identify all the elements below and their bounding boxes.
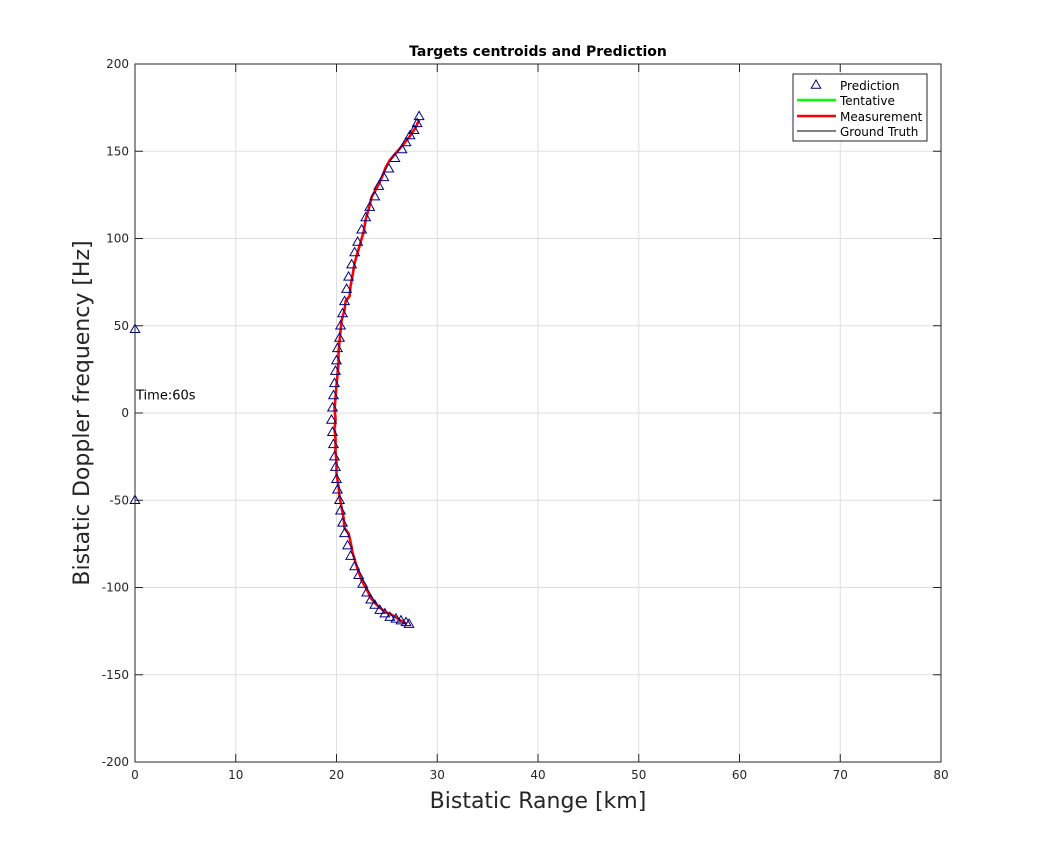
prediction-marker — [326, 426, 339, 436]
prediction-marker — [384, 611, 396, 621]
prediction-marker — [328, 377, 341, 388]
prediction-marker — [331, 342, 344, 353]
prediction-marker — [403, 618, 415, 628]
prediction-marker — [340, 283, 353, 293]
prediction-marker — [329, 461, 342, 471]
prediction-marker — [373, 180, 385, 190]
legend-label-ground-truth: Ground Truth — [840, 125, 918, 139]
time-annotation: Time:60s — [135, 389, 196, 404]
x-axis-label: Bistatic Range [km] — [430, 789, 647, 814]
legend-box — [792, 73, 928, 142]
prediction-marker — [338, 295, 351, 306]
prediction-marker — [378, 171, 390, 182]
prediction-marker — [404, 129, 416, 140]
y-tick-label: 150 — [106, 144, 129, 158]
x-tick-label: 60 — [732, 768, 747, 782]
prediction-marker — [413, 110, 425, 121]
prediction-marker — [330, 473, 343, 484]
legend-marker-prediction — [810, 78, 822, 89]
prediction-marker — [334, 319, 347, 330]
y-tick-label: -100 — [102, 581, 129, 595]
prediction-marker — [400, 616, 412, 627]
y-tick-label: -200 — [102, 755, 129, 769]
prediction-marker — [342, 270, 355, 281]
prediction-marker — [329, 365, 342, 375]
prediction-marker — [331, 483, 344, 494]
y-axis-label: Bistatic Doppler frequency [Hz] — [70, 240, 95, 585]
prediction-marker — [395, 614, 407, 625]
prediction-marker — [330, 354, 343, 365]
prediction-marker — [364, 201, 376, 211]
y-tick-label: 200 — [106, 57, 129, 71]
x-tick-label: 30 — [430, 768, 445, 782]
prediction-marker — [369, 598, 381, 609]
prediction-marker — [325, 413, 338, 424]
chart-title: Targets centroids and Prediction — [409, 44, 667, 60]
y-tick-label: -150 — [102, 668, 129, 682]
prediction-marker — [345, 258, 358, 269]
prediction-marker — [336, 307, 349, 318]
legend-label-measurement: Measurement — [840, 110, 923, 124]
prediction-marker — [408, 124, 420, 135]
prediction-marker — [349, 560, 361, 571]
x-tick-label: 80 — [933, 768, 948, 782]
x-tick-label: 50 — [631, 768, 646, 782]
prediction-marker — [400, 136, 412, 147]
y-tick-label: -50 — [109, 493, 129, 507]
y-tick-labels: -200 -150 -100 -50 0 50 100 150 200 — [102, 57, 129, 769]
prediction-marker — [333, 331, 346, 342]
prediction-marker — [344, 550, 357, 560]
x-tick-label: 10 — [228, 768, 243, 782]
prediction-marker — [341, 539, 354, 550]
prediction-marker — [327, 438, 340, 449]
prediction-markers — [129, 110, 425, 628]
prediction-marker — [333, 494, 346, 504]
y-tick-label: 100 — [106, 232, 129, 246]
x-tick-labels: 0 10 20 30 40 50 60 70 80 — [131, 768, 948, 782]
legend-label-prediction: Prediction — [840, 79, 900, 93]
prediction-marker — [336, 516, 349, 527]
ticks — [134, 63, 942, 763]
prediction-marker — [369, 190, 381, 201]
prediction-marker — [379, 607, 391, 618]
prediction-marker — [389, 152, 401, 162]
prediction-marker — [374, 604, 386, 614]
prediction-marker — [327, 389, 340, 400]
prediction-marker — [390, 612, 402, 623]
prediction-marker — [383, 162, 395, 173]
prediction-marker — [357, 578, 369, 588]
grid — [134, 63, 942, 763]
x-tick-label: 40 — [530, 768, 545, 782]
x-tick-label: 0 — [131, 768, 139, 782]
y-tick-label: 0 — [121, 406, 129, 420]
prediction-marker — [326, 401, 339, 412]
prediction-marker — [328, 450, 341, 461]
y-tick-label: 50 — [114, 319, 129, 333]
prediction-marker — [349, 246, 361, 257]
prediction-marker — [365, 593, 377, 604]
prediction-marker — [361, 586, 373, 597]
x-tick-label: 20 — [329, 768, 344, 782]
prediction-marker — [338, 527, 351, 538]
prediction-marker — [411, 117, 423, 128]
legend-label-tentative: Tentative — [839, 94, 895, 108]
prediction-marker — [334, 504, 347, 515]
prediction-marker — [356, 223, 368, 234]
prediction-marker — [353, 569, 365, 580]
legend: Prediction Tentative Measurement Ground … — [792, 73, 928, 142]
prediction-marker — [352, 235, 364, 246]
x-tick-label: 70 — [833, 768, 848, 782]
prediction-marker — [360, 211, 372, 222]
series-layer — [129, 110, 425, 628]
prediction-marker — [396, 143, 408, 154]
